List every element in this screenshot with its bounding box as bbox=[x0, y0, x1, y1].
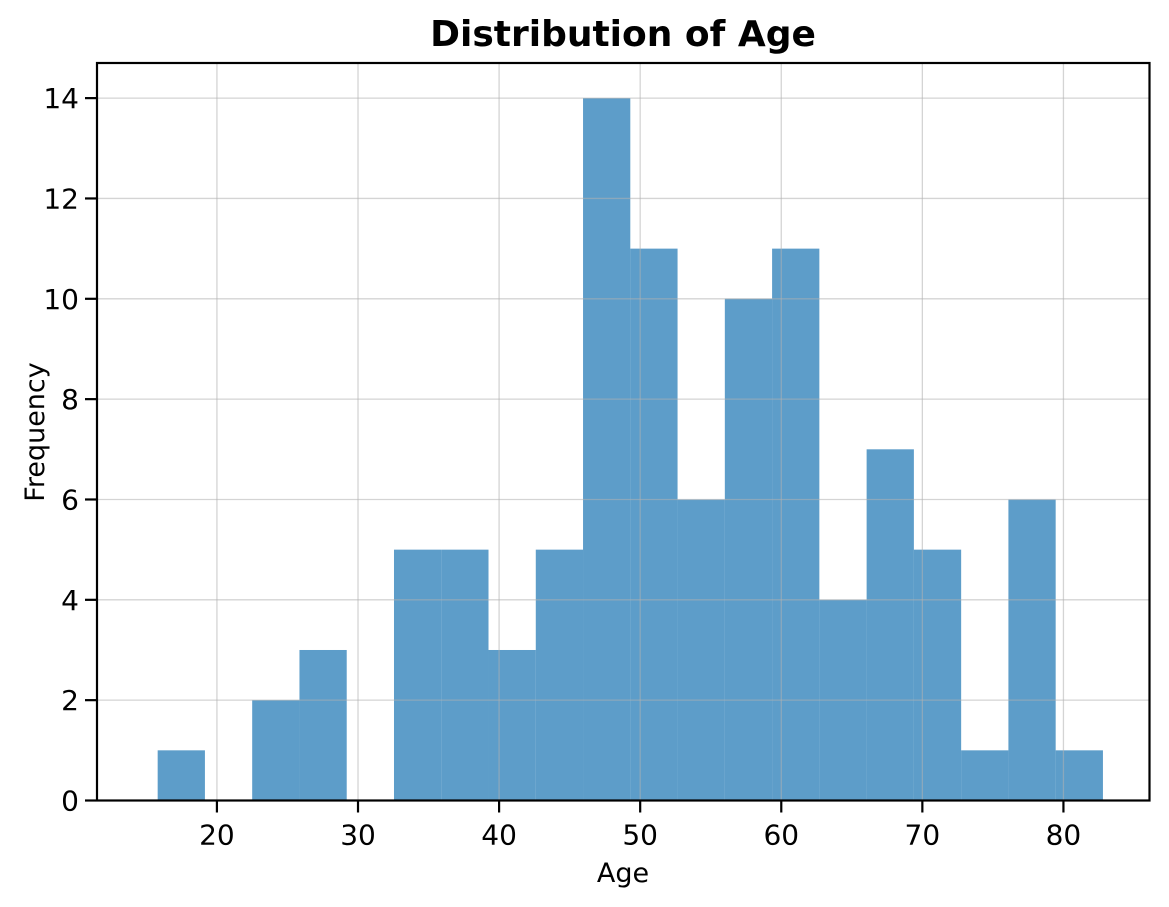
histogram-bar bbox=[772, 248, 820, 801]
tick-layer: 20 30 40 50 60 70 80 0 2 4 6 8 10 12 14 bbox=[43, 82, 1081, 851]
histogram-bar bbox=[488, 649, 536, 801]
histogram-bar bbox=[677, 499, 725, 801]
y-tick-label: 12 bbox=[43, 182, 79, 215]
x-tick-label: 80 bbox=[1046, 819, 1082, 852]
histogram-bar bbox=[252, 700, 300, 801]
histogram-bar bbox=[535, 549, 584, 801]
bars-layer bbox=[157, 98, 1103, 801]
x-axis-label: Age bbox=[597, 858, 649, 889]
y-tick-label: 2 bbox=[61, 684, 79, 717]
histogram-bar bbox=[961, 750, 1009, 801]
histogram-bar bbox=[157, 750, 205, 801]
histogram-bar bbox=[630, 248, 678, 801]
y-tick-label: 8 bbox=[61, 383, 79, 416]
histogram-bar bbox=[1008, 499, 1056, 801]
plot-border bbox=[95, 61, 1151, 802]
y-tick-label: 0 bbox=[61, 785, 79, 818]
histogram-bar bbox=[866, 449, 914, 801]
x-tick-label: 40 bbox=[481, 819, 517, 852]
y-tick-label: 6 bbox=[61, 483, 79, 516]
x-tick-label: 50 bbox=[622, 819, 658, 852]
chart-title: Distribution of Age bbox=[430, 14, 816, 55]
y-tick-label: 4 bbox=[61, 584, 79, 617]
x-tick-label: 60 bbox=[763, 819, 799, 852]
x-tick-label: 30 bbox=[340, 819, 376, 852]
histogram-bar bbox=[441, 549, 489, 801]
axes-frame bbox=[95, 61, 1151, 802]
histogram-bar bbox=[724, 298, 773, 801]
y-tick-label: 10 bbox=[43, 283, 79, 316]
histogram-bar bbox=[393, 549, 442, 801]
y-axis-label: Frequency bbox=[20, 362, 51, 502]
histogram-bar bbox=[583, 98, 631, 801]
histogram-bar bbox=[1055, 750, 1103, 801]
y-tick-label: 14 bbox=[43, 82, 79, 115]
x-tick-label: 70 bbox=[905, 819, 941, 852]
histogram-bar bbox=[299, 649, 347, 801]
histogram-bar bbox=[913, 549, 962, 801]
x-tick-label: 20 bbox=[199, 819, 235, 852]
